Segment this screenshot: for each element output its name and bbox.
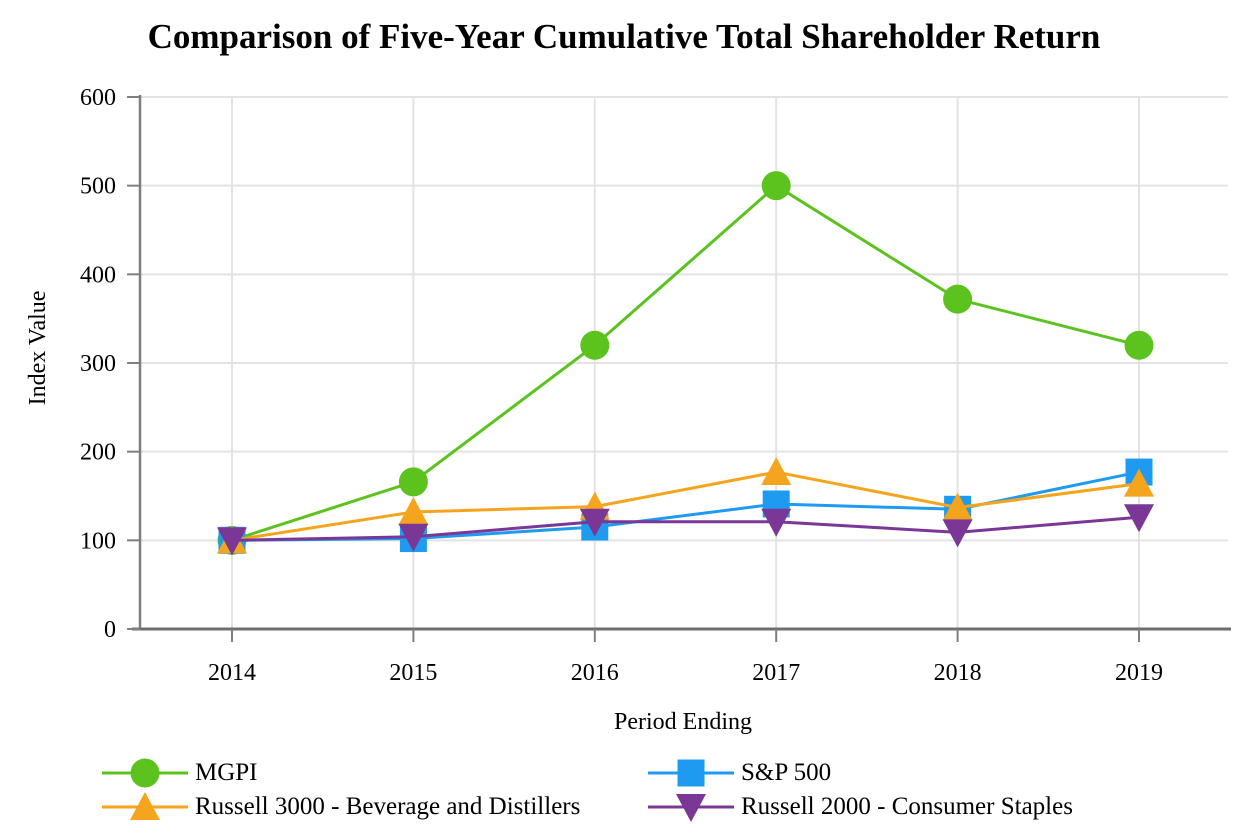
x-tick-label: 2019 [1115, 660, 1163, 686]
legend-item-russell-2000-consumer-staples: Russell 2000 - Consumer Staples [646, 790, 1073, 824]
x-tick-label: 2015 [389, 660, 437, 686]
legend-marker [102, 792, 188, 820]
axis-labels: Index Value Period Ending [25, 291, 752, 735]
x-tick-label: 2016 [571, 660, 619, 686]
y-tick-label: 200 [80, 440, 116, 466]
y-tick-label: 100 [80, 528, 116, 554]
legend-label-russell-2000-consumer-staples: Russell 2000 - Consumer Staples [741, 793, 1073, 820]
marker-mgpi-2015 [398, 467, 428, 497]
y-tick-label: 300 [80, 351, 116, 377]
marker-russell-2000-consumer-staples-2018 [942, 519, 973, 548]
series-line-russell-2000-consumer-staples [230, 515, 1141, 542]
marker-russell-2000-consumer-staples-2019 [1124, 504, 1154, 533]
axes: 0 100 200 300 400 500 600 2014 2015 2016 2017 2018 2… [80, 85, 1231, 686]
legend-square-icon [677, 759, 705, 787]
marker-mgpi-2019 [1124, 330, 1154, 360]
legend-item-mgpi: MGPI [100, 756, 646, 790]
marker-mgpi-2018 [943, 284, 973, 314]
legend-label-s-p-500: S&P 500 [741, 759, 832, 786]
series-line-s-p-500 [230, 470, 1141, 542]
chart-title: Comparison of Five-Year Cumulative Total… [147, 17, 1101, 56]
marker-russell-2000-consumer-staples-2014 [217, 527, 247, 556]
legend-triangle-up-icon [130, 792, 160, 820]
legend-marker [648, 759, 734, 787]
gridlines [140, 96, 1228, 629]
legend-item-s-p-500: S&P 500 [646, 756, 1073, 790]
legend-marker [648, 794, 734, 822]
x-tick-label: 2017 [752, 660, 800, 686]
legend-triangle-down-icon [676, 794, 706, 822]
marker-russell-3000-beverage-and-distillers-2015 [398, 496, 429, 525]
marker-mgpi-2016 [580, 330, 610, 360]
legend-label-mgpi: MGPI [195, 759, 258, 786]
marker-russell-2000-consumer-staples-2017 [761, 508, 792, 537]
marker-russell-2000-consumer-staples-2016 [579, 508, 610, 537]
legend: MGPI S&P 500 Russell 3000 - Beverage and… [100, 756, 1073, 824]
legend-item-russell-3000-beverage-and-distillers: Russell 3000 - Beverage and Distillers [100, 790, 646, 824]
y-tick-label: 0 [104, 617, 116, 643]
series-line-russell-3000-beverage-and-distillers [230, 470, 1141, 542]
y-axis-title: Index Value [25, 291, 51, 406]
x-tick-label: 2014 [208, 660, 256, 686]
y-tick-label: 500 [80, 174, 116, 200]
x-tick-label: 2018 [934, 660, 982, 686]
data-series [217, 171, 1154, 556]
series-line-mgpi [230, 184, 1141, 542]
y-tick-label: 600 [80, 85, 116, 111]
legend-marker [102, 758, 188, 788]
marker-russell-3000-beverage-and-distillers-2019 [1124, 468, 1154, 497]
marker-russell-3000-beverage-and-distillers-2018 [942, 492, 973, 521]
legend-label-russell-3000-beverage-and-distillers: Russell 3000 - Beverage and Distillers [195, 793, 581, 820]
marker-russell-2000-consumer-staples-2015 [398, 523, 429, 552]
x-axis-title: Period Ending [614, 709, 752, 735]
y-tick-label: 400 [80, 262, 116, 288]
marker-russell-3000-beverage-and-distillers-2017 [761, 457, 792, 486]
legend-circle-icon [130, 758, 160, 788]
marker-mgpi-2017 [761, 171, 791, 201]
